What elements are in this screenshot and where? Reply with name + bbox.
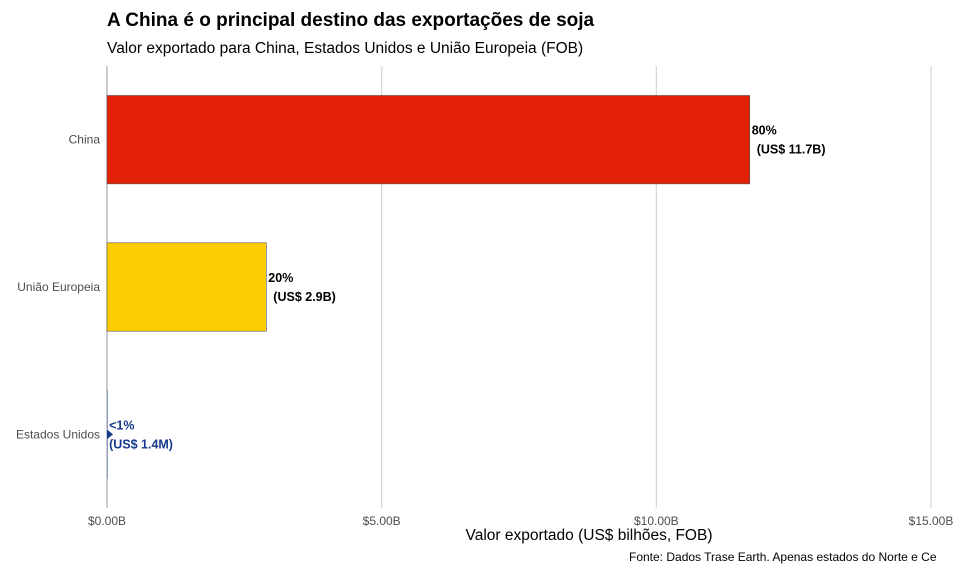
x-tick-label: $15.00B: [909, 514, 954, 528]
bar: [106, 242, 267, 332]
y-axis-tick-labels: China União Europeia Estados Unidos: [16, 133, 100, 442]
x-axis-tick-labels: $0.00B $5.00B $10.00B $15.00B: [88, 514, 953, 528]
y-tick-label: União Europeia: [17, 280, 100, 294]
bars: [106, 95, 751, 479]
chart-subtitle: Valor exportado para China, Estados Unid…: [107, 40, 584, 57]
chart-title: A China é o principal destino das export…: [107, 10, 595, 31]
x-tick-label: $0.00B: [88, 514, 126, 528]
bar-label-value: (US$ 11.7B): [757, 143, 826, 157]
source-caption: Fonte: Dados Trase Earth. Apenas estados…: [629, 550, 937, 564]
x-tick-label: $5.00B: [363, 514, 401, 528]
bar-label-percent: 80%: [752, 124, 777, 138]
x-tick-label: $10.00B: [634, 514, 679, 528]
bar-marker: [107, 429, 113, 439]
x-axis-title: Valor exportado (US$ bilhões, FOB): [465, 527, 713, 544]
bar-labels: 80% (US$ 11.7B) 20% (US$ 2.9B) <1% (US$ 1.4M): [109, 124, 825, 452]
bar-label-value: (US$ 1.4M): [109, 437, 173, 451]
bar-label-value: (US$ 2.9B): [273, 290, 336, 304]
y-tick-label: China: [69, 133, 101, 147]
y-tick-label: Estados Unidos: [16, 427, 100, 441]
bar-label-percent: 20%: [268, 271, 293, 285]
bar-label-percent: <1%: [109, 418, 134, 432]
bar: [106, 95, 751, 185]
bar: [107, 390, 108, 479]
